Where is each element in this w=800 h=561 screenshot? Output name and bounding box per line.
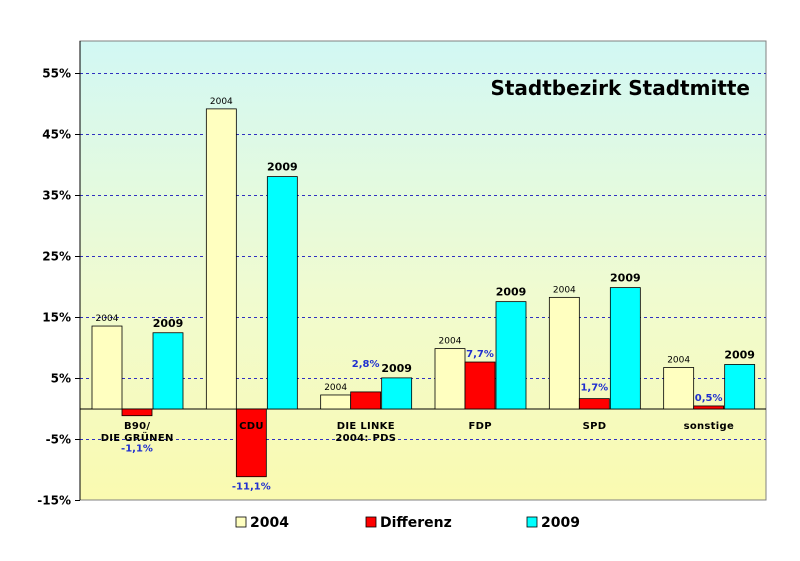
bar-differenz xyxy=(235,408,267,478)
bar-2004 xyxy=(434,348,466,410)
y-tick-label: 55% xyxy=(42,67,71,81)
bar-2009 xyxy=(266,176,298,410)
bar-label-differenz: -11,1% xyxy=(232,482,271,493)
bar-label-2009: 2009 xyxy=(496,286,527,299)
legend-swatch-differenz xyxy=(365,516,377,528)
bar-2009 xyxy=(495,301,527,410)
bar-differenz xyxy=(350,391,382,410)
legend-label: Differenz xyxy=(380,515,452,531)
bar-label-differenz: -1,1% xyxy=(121,444,153,455)
bar-label-differenz: 7,7% xyxy=(466,349,494,360)
y-axis: 55% 45% 35% 25% 15% 5% -5% -15% xyxy=(37,41,766,508)
chart-title: Stadtbezirk Stadtmitte xyxy=(490,76,750,100)
category-label: sonstige xyxy=(684,421,734,432)
bar-2004 xyxy=(663,367,695,410)
bar-label-2004: 2004 xyxy=(667,356,690,366)
bar-differenz xyxy=(578,398,610,410)
plot-area xyxy=(79,40,767,501)
y-tick-label: 25% xyxy=(42,250,71,264)
legend-swatch-2009 xyxy=(526,516,538,528)
y-tick-label: 45% xyxy=(42,128,71,142)
bar-differenz xyxy=(464,361,496,410)
y-tick-label: -15% xyxy=(37,494,71,508)
bar-label-2009: 2009 xyxy=(381,362,412,375)
bar-label-differenz: 0,5% xyxy=(695,393,723,404)
legend-swatch-2004 xyxy=(235,516,247,528)
bar-2009 xyxy=(609,287,641,410)
y-tick-label: 35% xyxy=(42,189,71,203)
grid-lines xyxy=(80,73,766,440)
bar-differenz xyxy=(693,405,725,410)
category-label: 2004: PDS xyxy=(335,433,396,444)
bar-2009 xyxy=(381,377,413,410)
bar-label-2004: 2004 xyxy=(96,314,119,324)
bar-2004 xyxy=(320,394,352,410)
y-tick-label: -5% xyxy=(46,433,71,447)
category-label: CDU xyxy=(239,421,264,432)
y-tick-label: 15% xyxy=(42,311,71,325)
bar-label-2009: 2009 xyxy=(724,348,755,361)
bar-label-2009: 2009 xyxy=(153,317,184,330)
category-label: DIE GRÜNEN xyxy=(101,430,174,444)
bar-2009 xyxy=(152,332,184,410)
legend-label: 2009 xyxy=(541,515,580,531)
bar-label-2004: 2004 xyxy=(210,97,233,107)
category-label: B90/ xyxy=(124,421,150,432)
category-label: DIE LINKE xyxy=(337,421,395,432)
legend: 2004 Differenz 2009 xyxy=(235,515,580,531)
bars xyxy=(91,108,756,478)
legend-label: 2004 xyxy=(250,515,289,531)
category-label: FDP xyxy=(468,421,491,432)
bar-2004 xyxy=(205,108,237,410)
bar-2004 xyxy=(548,296,580,410)
bar-2004 xyxy=(91,325,123,410)
bar-2009 xyxy=(724,364,756,410)
bar-label-differenz: 1,7% xyxy=(580,383,608,394)
bar-label-2004: 2004 xyxy=(553,285,576,295)
bar-differenz xyxy=(121,408,153,417)
bar-label-2009: 2009 xyxy=(267,161,298,174)
bar-label-differenz: 2,8% xyxy=(352,359,380,370)
bar-label-2009: 2009 xyxy=(610,272,641,285)
bar-label-2004: 2004 xyxy=(439,337,462,347)
y-tick-label: 5% xyxy=(51,372,71,386)
bar-label-2004: 2004 xyxy=(324,383,347,393)
category-label: SPD xyxy=(583,421,607,432)
bar-labels: 2004 2009-1,1%20042009-11,1%200420092,8%2… xyxy=(96,97,755,493)
